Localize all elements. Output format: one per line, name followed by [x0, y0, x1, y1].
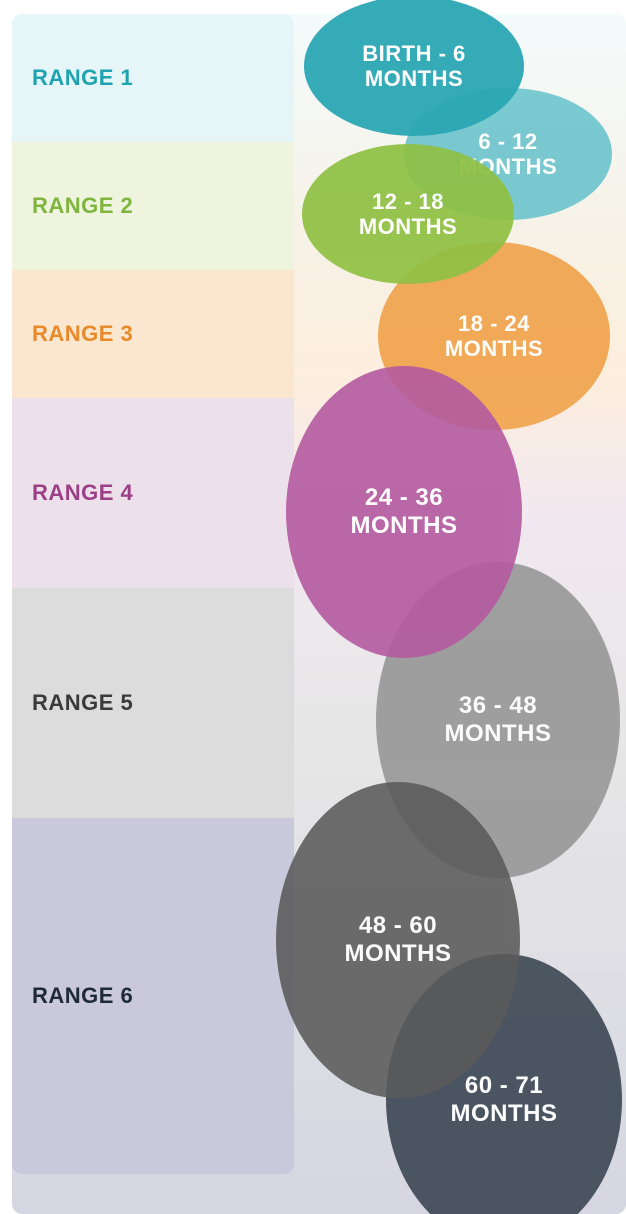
age-ellipse-label-e5: 24 - 36 MONTHS [351, 484, 458, 539]
age-ellipse-label-e4: 18 - 24 MONTHS [445, 311, 543, 362]
age-ellipse-e7: 48 - 60 MONTHS [276, 782, 520, 1098]
age-ellipse-label-e1: BIRTH - 6 MONTHS [362, 41, 466, 92]
range-band-r6: RANGE 6 [12, 818, 294, 1174]
range-band-r2: RANGE 2 [12, 142, 294, 270]
range-label-r6: RANGE 6 [12, 983, 133, 1009]
age-ellipse-label-e3: 12 - 18 MONTHS [359, 189, 457, 240]
age-ellipse-label-e7: 48 - 60 MONTHS [345, 912, 452, 967]
range-band-r1: RANGE 1 [12, 14, 294, 142]
age-ellipse-e5: 24 - 36 MONTHS [286, 366, 522, 658]
age-ellipse-e3: 12 - 18 MONTHS [302, 144, 514, 284]
range-label-r5: RANGE 5 [12, 690, 133, 716]
range-label-r4: RANGE 4 [12, 480, 133, 506]
age-ellipse-label-e8: 60 - 71 MONTHS [451, 1072, 558, 1127]
range-label-r3: RANGE 3 [12, 321, 133, 347]
age-ellipse-label-e6: 36 - 48 MONTHS [445, 692, 552, 747]
range-label-r1: RANGE 1 [12, 65, 133, 91]
range-label-r2: RANGE 2 [12, 193, 133, 219]
range-band-r3: RANGE 3 [12, 270, 294, 398]
range-band-r5: RANGE 5 [12, 588, 294, 818]
range-band-r4: RANGE 4 [12, 398, 294, 588]
diagram-stage: RANGE 1 RANGE 2 RANGE 3 RANGE 4 RANGE 5 RANGE… [0, 0, 626, 1214]
age-ellipse-e1: BIRTH - 6 MONTHS [304, 0, 524, 136]
